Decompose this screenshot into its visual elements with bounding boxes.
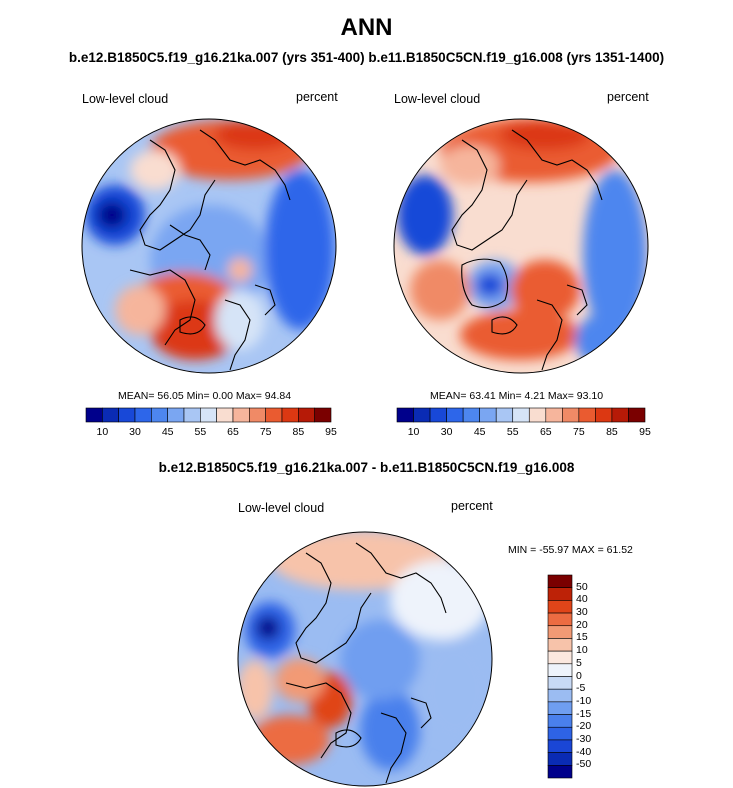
left-colorbar-bin [134, 407, 152, 423]
left-colorbar-bin [85, 407, 103, 423]
right-colorbar-bin [595, 407, 613, 423]
right-colorbar-tick: 10 [407, 426, 420, 438]
difference-colorbar-tick: -50 [576, 758, 592, 771]
right-colorbar-bin [446, 407, 464, 423]
difference-colorbar-bin [547, 765, 573, 779]
subtitle: b.e12.B1850C5.f19_g16.21ka.007 (yrs 351-… [68, 50, 665, 65]
left-colorbar-bin [281, 407, 299, 423]
difference-colorbar-tick: -10 [576, 694, 592, 707]
left-colorbar-bin [232, 407, 250, 423]
right-panel-units: percent [607, 90, 649, 104]
left-colorbar-tick: 65 [227, 426, 239, 438]
right-colorbar-bin [528, 407, 547, 423]
right-colorbar-tick: 75 [573, 426, 585, 438]
difference-colorbar-bin [547, 714, 573, 728]
difference-colorbar-bin [547, 752, 573, 766]
right-colorbar-tick: 85 [606, 426, 618, 438]
right-colorbar-tick: 65 [539, 426, 552, 438]
left-colorbar-bin [249, 407, 266, 423]
difference-colorbar-bin [547, 600, 573, 614]
left-colorbar-bin [314, 407, 332, 423]
left-polar-map [82, 119, 336, 373]
left-colorbar [85, 407, 332, 423]
left-panel-title: Low-level cloud [82, 92, 169, 106]
difference-colorbar-bin [547, 726, 573, 741]
left-colorbar-bin [183, 407, 201, 423]
difference-colorbar-bin [547, 663, 573, 677]
left-colorbar-tick: 30 [129, 426, 141, 438]
right-colorbar-tick: 95 [639, 426, 651, 438]
difference-colorbar-tick: 20 [576, 618, 588, 631]
left-panel-units: percent [296, 90, 338, 104]
difference-colorbar-tick: 15 [576, 631, 588, 644]
right-polar-map [394, 119, 648, 373]
right-colorbar-bin [628, 407, 646, 423]
right-colorbar-bin [396, 407, 414, 423]
difference-colorbar-bin [547, 625, 573, 639]
difference-colorbar-tick: -15 [576, 707, 592, 720]
left-colorbar-tick: 95 [325, 426, 337, 438]
difference-colorbar-bin [547, 676, 573, 690]
right-colorbar-bin [578, 407, 596, 423]
difference-colorbar-bin [547, 587, 573, 601]
difference-colorbar-bin [547, 739, 573, 753]
left-colorbar-bin [118, 407, 136, 423]
right-colorbar-bin [429, 407, 447, 423]
right-colorbar-bin [462, 407, 480, 423]
left-colorbar-tick: 55 [194, 426, 207, 438]
right-colorbar-tick: 55 [506, 426, 519, 438]
page-title: ANN [340, 14, 393, 41]
right-colorbar-bin [611, 407, 629, 423]
left-colorbar-tick: 45 [161, 426, 174, 438]
left-colorbar-bin [167, 407, 185, 423]
left-colorbar-bin [216, 407, 234, 423]
difference-colorbar-bin [547, 574, 573, 588]
difference-coastlines [285, 542, 447, 784]
right-colorbar-bin [495, 407, 514, 423]
diff-panel-stats: MIN = -55.97 MAX = 61.52 [508, 544, 633, 556]
difference-colorbar-tick: 10 [576, 644, 588, 657]
difference-colorbar-tick: -5 [576, 682, 586, 695]
right-colorbar-bin [512, 407, 530, 423]
difference-colorbar-tick: 50 [576, 580, 588, 593]
difference-colorbar-tick: 30 [576, 606, 588, 619]
left-colorbar-tick: 85 [292, 426, 305, 438]
right-colorbar-tick: 45 [473, 426, 486, 438]
difference-colorbar-bin [547, 650, 573, 665]
difference-colorbar-tick: 0 [576, 669, 582, 682]
left-panel-stats: MEAN= 56.05 Min= 0.00 Max= 94.84 [118, 390, 292, 402]
difference-polar-map [238, 532, 492, 786]
difference-colorbar-tick: -30 [576, 732, 592, 745]
left-coastlines [129, 129, 291, 371]
difference-colorbar-tick: -20 [576, 720, 592, 733]
left-colorbar-bin [102, 407, 119, 423]
right-colorbar [396, 407, 646, 423]
diff-panel-title: Low-level cloud [238, 501, 325, 515]
diff-panel-units: percent [451, 499, 493, 513]
right-colorbar-bin [413, 407, 431, 423]
right-colorbar-bin [562, 407, 580, 423]
right-coastlines [451, 129, 603, 371]
left-colorbar-bin [151, 407, 168, 423]
difference-colorbar-tick: 5 [576, 656, 582, 669]
difference-colorbar-bin [547, 612, 573, 627]
difference-colorbar-tick: 40 [576, 593, 588, 606]
difference-colorbar-tick: -40 [576, 745, 592, 758]
right-colorbar-bin [545, 407, 563, 423]
left-colorbar-tick: 75 [259, 426, 272, 438]
difference-colorbar [547, 574, 573, 779]
difference-colorbar-bin [547, 701, 573, 715]
difference-colorbar-bin [547, 638, 573, 652]
left-colorbar-bin [265, 407, 283, 423]
left-colorbar-tick: 10 [96, 426, 109, 438]
right-colorbar-tick: 30 [440, 426, 453, 438]
right-panel-stats: MEAN= 63.41 Min= 4.21 Max= 93.10 [430, 390, 604, 402]
right-colorbar-bin [479, 407, 497, 423]
right-panel-title: Low-level cloud [394, 92, 481, 106]
difference-colorbar-bin [547, 688, 573, 703]
left-colorbar-bin [200, 407, 217, 423]
difference-title: b.e12.B1850C5.f19_g16.21ka.007 - b.e11.B… [158, 460, 575, 475]
left-colorbar-bin [298, 407, 315, 423]
